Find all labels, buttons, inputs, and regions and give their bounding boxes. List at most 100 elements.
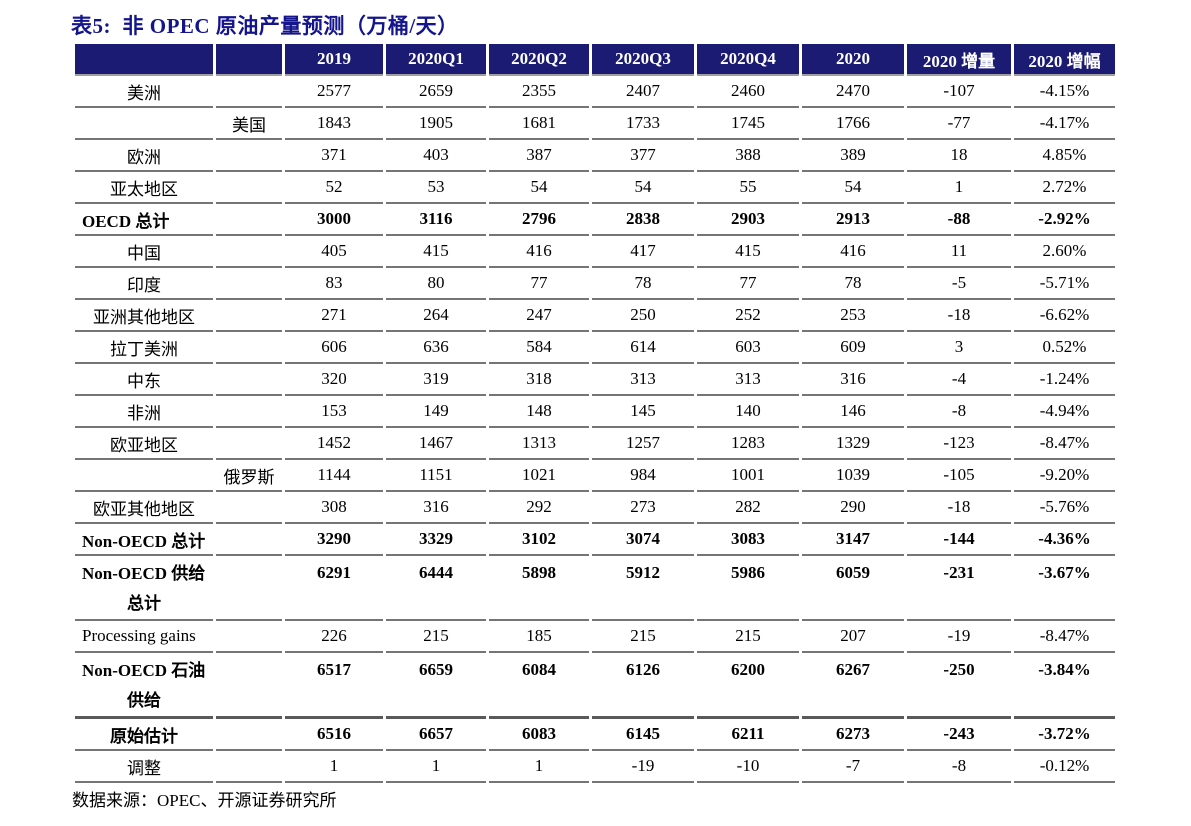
value-cell: 3290 <box>285 524 383 556</box>
value-cell: 1257 <box>592 428 694 460</box>
value-cell: 1452 <box>285 428 383 460</box>
value-cell: 606 <box>285 332 383 364</box>
value-cell: 6059 <box>802 556 904 621</box>
value-cell: 2460 <box>697 76 799 108</box>
value-cell: 6211 <box>697 719 799 751</box>
header-label-spacer-1 <box>75 44 213 76</box>
value-cell: -2.92% <box>1014 204 1115 236</box>
value-cell: 55 <box>697 172 799 204</box>
row-sublabel-cell <box>216 172 282 204</box>
value-cell: 53 <box>386 172 486 204</box>
header-label-spacer-2 <box>216 44 282 76</box>
value-cell: 313 <box>592 364 694 396</box>
value-cell: -19 <box>592 751 694 783</box>
row-label-line-1: Non-OECD 石油 <box>82 661 206 680</box>
value-cell: 6657 <box>386 719 486 751</box>
row-sublabel-cell <box>216 268 282 300</box>
value-cell: 54 <box>489 172 589 204</box>
value-cell: -3.67% <box>1014 556 1115 621</box>
row-sublabel-cell <box>216 719 282 751</box>
value-cell: 6444 <box>386 556 486 621</box>
value-cell: 1 <box>907 172 1011 204</box>
value-cell: 2577 <box>285 76 383 108</box>
value-cell: 1 <box>489 751 589 783</box>
value-cell: 145 <box>592 396 694 428</box>
value-cell: 415 <box>697 236 799 268</box>
value-cell: 1144 <box>285 460 383 492</box>
row-label-cell: 原始估计 <box>75 719 213 751</box>
value-cell: 77 <box>697 268 799 300</box>
row-sublabel-cell <box>216 140 282 172</box>
row-sublabel-cell: 美国 <box>216 108 282 140</box>
table-title: 表5: 非 OPEC 原油产量预测（万桶/天） <box>71 14 459 38</box>
value-cell: 4.85% <box>1014 140 1115 172</box>
table-row: Processing gains 226 215 185 215 215 207 -19 -8.… <box>75 621 1115 653</box>
data-source-note: 数据来源：OPEC、开源证券研究所 <box>72 791 337 810</box>
row-label-cell: 调整 <box>75 751 213 783</box>
value-cell: 609 <box>802 332 904 364</box>
row-label-cell: Non-OECD 供给 总计 <box>75 556 213 621</box>
value-cell: -8.47% <box>1014 621 1115 653</box>
table-row: 非洲 153 149 148 145 140 146 -8 -4.94% <box>75 396 1115 428</box>
value-cell: 271 <box>285 300 383 332</box>
table-row: 欧洲 371 403 387 377 388 389 18 4.85% <box>75 140 1115 172</box>
value-cell: 2659 <box>386 76 486 108</box>
row-label-cell: 非洲 <box>75 396 213 428</box>
value-cell: 78 <box>592 268 694 300</box>
table-row: 中国 405 415 416 417 415 416 11 2.60% <box>75 236 1115 268</box>
value-cell: 1283 <box>697 428 799 460</box>
value-cell: 1766 <box>802 108 904 140</box>
value-cell: 250 <box>592 300 694 332</box>
value-cell: -123 <box>907 428 1011 460</box>
row-label-cell: 中国 <box>75 236 213 268</box>
row-label-cell: 美洲 <box>75 76 213 108</box>
row-label-cell: 亚太地区 <box>75 172 213 204</box>
value-cell: 6273 <box>802 719 904 751</box>
row-label-line-1: Non-OECD 供给 <box>82 564 206 583</box>
value-cell: -243 <box>907 719 1011 751</box>
row-label-cell: 拉丁美洲 <box>75 332 213 364</box>
value-cell: 377 <box>592 140 694 172</box>
row-label-cell: 印度 <box>75 268 213 300</box>
data-table: 2019 2020Q1 2020Q2 2020Q3 2020Q4 2020 20… <box>72 44 1118 783</box>
row-label-cell: 欧洲 <box>75 140 213 172</box>
value-cell: -3.84% <box>1014 653 1115 719</box>
value-cell: -144 <box>907 524 1011 556</box>
value-cell: 371 <box>285 140 383 172</box>
value-cell: 1021 <box>489 460 589 492</box>
value-cell: 18 <box>907 140 1011 172</box>
row-label-cell <box>75 460 213 492</box>
column-header-2020q2: 2020Q2 <box>489 44 589 76</box>
value-cell: 153 <box>285 396 383 428</box>
value-cell: 54 <box>802 172 904 204</box>
row-sublabel-cell <box>216 621 282 653</box>
value-cell: 584 <box>489 332 589 364</box>
value-cell: 1733 <box>592 108 694 140</box>
row-sublabel-cell <box>216 76 282 108</box>
value-cell: 80 <box>386 268 486 300</box>
value-cell: 83 <box>285 268 383 300</box>
table-row: 美国 1843 1905 1681 1733 1745 1766 -77 -4.17% <box>75 108 1115 140</box>
value-cell: 2470 <box>802 76 904 108</box>
column-header-2020-increment: 2020 增量 <box>907 44 1011 76</box>
table-row: 亚洲其他地区 271 264 247 250 252 253 -18 -6.62% <box>75 300 1115 332</box>
value-cell: 1039 <box>802 460 904 492</box>
value-cell: 264 <box>386 300 486 332</box>
value-cell: 2913 <box>802 204 904 236</box>
value-cell: 215 <box>386 621 486 653</box>
value-cell: 78 <box>802 268 904 300</box>
value-cell: 320 <box>285 364 383 396</box>
value-cell: -4 <box>907 364 1011 396</box>
value-cell: -105 <box>907 460 1011 492</box>
value-cell: 273 <box>592 492 694 524</box>
column-header-2020q1: 2020Q1 <box>386 44 486 76</box>
table-row: Non-OECD 总计 3290 3329 3102 3074 3083 3147 -144-… <box>75 524 1115 556</box>
value-cell: 6145 <box>592 719 694 751</box>
value-cell: 6659 <box>386 653 486 719</box>
table-row: Non-OECD 供给 总计 6291 6444 5898 5912 5986 6059 -23… <box>75 556 1115 621</box>
value-cell: 1745 <box>697 108 799 140</box>
value-cell: 636 <box>386 332 486 364</box>
value-cell: 3116 <box>386 204 486 236</box>
value-cell: 3329 <box>386 524 486 556</box>
value-cell: -3.72% <box>1014 719 1115 751</box>
